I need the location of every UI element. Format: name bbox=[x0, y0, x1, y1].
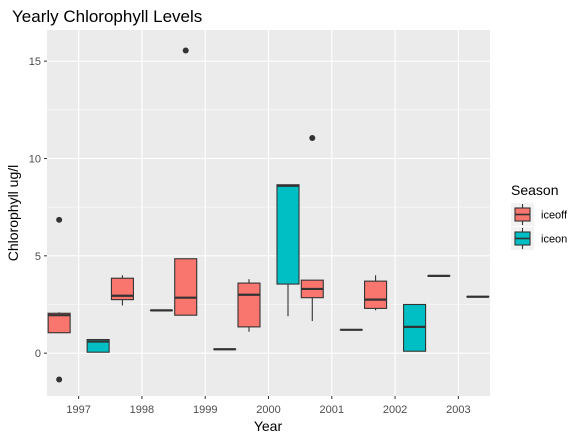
legend-label-iceon: iceon bbox=[541, 234, 567, 246]
y-axis-title: Chlorophyll ug/l bbox=[5, 165, 21, 262]
legend-title: Season bbox=[511, 182, 558, 198]
legend-key-iceoff bbox=[511, 203, 534, 226]
legend-key-iceon bbox=[511, 227, 534, 250]
box-body bbox=[47, 312, 71, 334]
y-tick-label: 5 bbox=[35, 251, 41, 263]
box-body bbox=[86, 338, 110, 353]
chart-title: Yearly Chlorophyll Levels bbox=[12, 7, 202, 26]
outlier-point bbox=[56, 376, 63, 383]
x-tick-label: 1998 bbox=[130, 404, 154, 416]
y-tick-label: 10 bbox=[29, 153, 41, 165]
x-tick-label: 1997 bbox=[66, 404, 90, 416]
box-body bbox=[276, 184, 300, 285]
box-iceoff-2001 bbox=[300, 135, 324, 322]
box-iceoff-1997 bbox=[47, 216, 71, 383]
y-axis-ticks: 0 5 10 15 bbox=[29, 56, 47, 360]
outlier-point bbox=[182, 47, 189, 54]
x-tick-label: 2001 bbox=[320, 404, 344, 416]
box-iceon-2002 bbox=[403, 303, 427, 352]
box-body bbox=[110, 277, 134, 301]
x-axis-ticks: 1997 1998 1999 2000 2001 2002 2003 bbox=[66, 396, 471, 416]
x-tick-label: 2000 bbox=[256, 404, 280, 416]
box-body bbox=[174, 258, 198, 316]
box-iceoff-1998 bbox=[110, 275, 134, 306]
x-tick-label: 2003 bbox=[446, 404, 470, 416]
box-marks bbox=[47, 47, 490, 383]
grid-lines bbox=[47, 30, 490, 396]
x-axis-title: Year bbox=[254, 418, 283, 434]
x-tick-label: 2002 bbox=[383, 404, 407, 416]
x-tick-label: 1999 bbox=[193, 404, 217, 416]
legend-label-iceoff: iceoff bbox=[541, 210, 568, 222]
y-tick-label: 15 bbox=[29, 56, 41, 68]
outlier-point bbox=[309, 135, 316, 142]
outlier-point bbox=[56, 216, 63, 223]
box-iceoff-2002 bbox=[364, 275, 388, 311]
box-iceoff-2000 bbox=[237, 279, 261, 332]
box-body bbox=[237, 282, 261, 328]
box-iceoff-1999 bbox=[174, 47, 198, 316]
legend: Season iceoff iceon bbox=[511, 182, 568, 250]
box-body bbox=[364, 280, 388, 309]
box-iceon-1997 bbox=[86, 338, 110, 353]
box-iceon-2000 bbox=[276, 184, 300, 317]
y-tick-label: 0 bbox=[35, 348, 41, 360]
